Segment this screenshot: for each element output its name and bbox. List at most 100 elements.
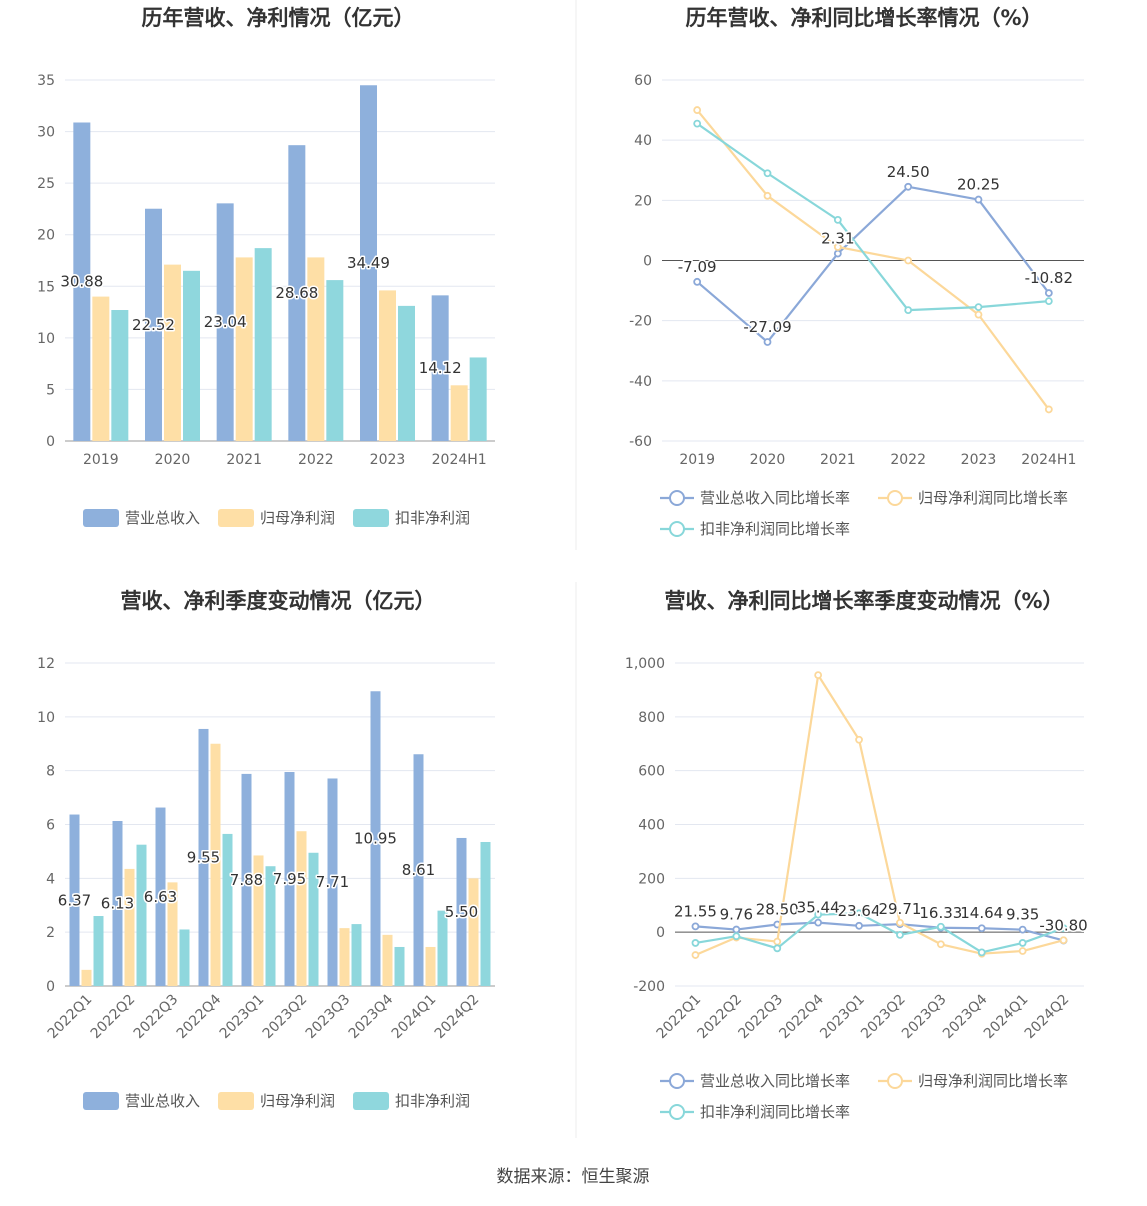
data-point [896, 918, 904, 927]
data-label: 24.50 [887, 163, 930, 181]
data-point [691, 939, 700, 947]
data-point [773, 944, 782, 953]
data-point [814, 671, 823, 680]
data-label: 22.52 [132, 316, 175, 334]
y-tick-label: 5 [46, 382, 55, 398]
data-label: 21.55 [674, 902, 717, 920]
x-tick-label: 2023 [961, 452, 997, 468]
y-tick-label: 800 [638, 710, 665, 726]
data-label: -7.09 [678, 258, 717, 276]
data-point [977, 948, 986, 957]
x-tick-label: 2022 [298, 452, 334, 468]
data-point [833, 243, 842, 251]
legend-marker [669, 1104, 685, 1120]
x-tick-label: 2023Q1 [217, 992, 268, 1043]
data-label: -10.82 [1025, 269, 1073, 287]
x-tick-label: 2022Q3 [735, 992, 786, 1043]
x-tick-label: 2021 [226, 452, 262, 468]
data-label: 9.35 [1006, 906, 1039, 924]
series-line [696, 109, 1050, 411]
data-point [855, 921, 863, 930]
bar [93, 916, 104, 986]
y-tick-label: 0 [46, 979, 55, 995]
bar [235, 257, 253, 441]
x-tick-label: 2022Q1 [654, 992, 705, 1043]
chart-title: 营收、净利同比增长率季度变动情况（%） [664, 589, 1063, 613]
chart-title: 历年营收、净利情况（亿元） [142, 6, 415, 30]
data-point [904, 306, 913, 315]
x-tick-label: 2023Q3 [303, 992, 354, 1043]
data-label: 14.64 [960, 904, 1003, 922]
data-point [693, 119, 702, 128]
y-tick-label: -20 [629, 314, 652, 330]
legend-label: 扣非净利润 [395, 1092, 470, 1110]
bar [431, 295, 449, 441]
data-point [855, 735, 863, 744]
x-tick-label: 2023Q2 [858, 992, 909, 1043]
data-label: 29.71 [878, 900, 921, 918]
data-point [1059, 936, 1068, 945]
x-tick-label: 2022Q1 [45, 992, 96, 1043]
bar [73, 122, 91, 441]
data-point [732, 932, 741, 941]
data-label: 10.95 [354, 830, 397, 848]
data-point [974, 303, 983, 312]
bar [413, 754, 424, 986]
legend-label: 扣非净利润同比增长率 [700, 520, 850, 538]
data-point [763, 338, 772, 346]
data-label: 7.71 [316, 873, 349, 891]
data-label: 30.88 [60, 273, 103, 291]
data-label: 7.95 [273, 870, 306, 888]
legend-label: 归母净利润同比增长率 [918, 1072, 1068, 1090]
data-point [693, 106, 702, 114]
bar [296, 831, 307, 986]
bar [468, 878, 479, 986]
x-tick-label: 2023Q4 [346, 991, 397, 1042]
data-source-footer: 数据来源：恒生聚源 [497, 1167, 650, 1187]
data-point [691, 951, 700, 959]
data-point [773, 937, 782, 946]
bar [111, 310, 129, 441]
x-tick-label: 2022Q4 [776, 991, 827, 1042]
x-tick-label: 2024Q2 [432, 992, 483, 1043]
series-line [696, 185, 1050, 344]
y-tick-label: 15 [37, 279, 55, 295]
x-tick-label: 2019 [83, 452, 119, 468]
x-tick-label: 2024Q2 [1022, 992, 1073, 1043]
data-point [936, 940, 945, 949]
data-label: 35.44 [797, 899, 840, 917]
x-tick-label: 2023 [370, 452, 406, 468]
data-label: 2.31 [821, 230, 854, 248]
data-label: 20.25 [957, 176, 1000, 194]
data-point [1044, 297, 1053, 306]
data-label: 6.37 [58, 891, 91, 909]
y-tick-label: 12 [37, 656, 55, 672]
y-tick-label: 0 [656, 925, 665, 941]
legend-label: 营业总收入同比增长率 [700, 1072, 850, 1090]
y-tick-label: 10 [37, 710, 55, 726]
bar [265, 866, 276, 986]
y-tick-label: 600 [638, 764, 665, 780]
legend-label: 归母净利润同比增长率 [918, 489, 1068, 507]
legend-label: 归母净利润 [260, 1092, 335, 1110]
series-line [695, 912, 1064, 954]
quarterly-growth-rate-chart: 营收、净利同比增长率季度变动情况（%） -200 0 200 400 600 800 1,00… [625, 589, 1089, 1121]
bar [379, 290, 396, 441]
x-tick-label: 2023Q1 [817, 992, 868, 1043]
data-point [1018, 925, 1027, 934]
data-point [1018, 947, 1027, 955]
y-tick-label: 8 [46, 764, 55, 780]
legend-swatch [218, 1092, 254, 1110]
data-label: 7.88 [230, 871, 263, 889]
legend-label: 营业总收入同比增长率 [700, 489, 850, 507]
data-point [896, 930, 904, 939]
bar [222, 833, 233, 986]
data-point [763, 191, 772, 200]
bar [307, 257, 325, 441]
legend-marker [669, 490, 685, 506]
y-tick-label: 60 [634, 73, 652, 89]
data-point [904, 256, 913, 265]
x-tick-label: 2024Q1 [389, 992, 440, 1043]
x-tick-label: 2022 [890, 452, 926, 468]
